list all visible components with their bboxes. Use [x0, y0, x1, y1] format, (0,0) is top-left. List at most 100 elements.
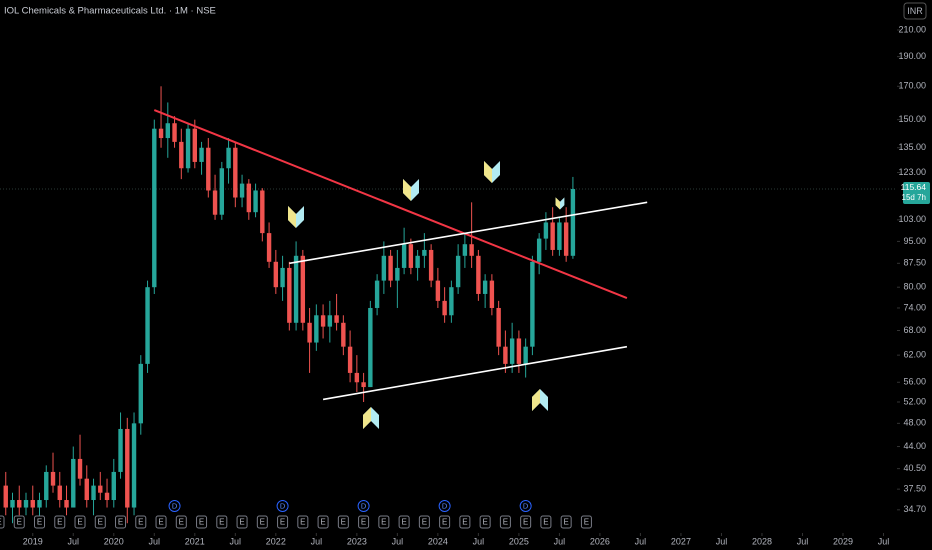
candle-body: [341, 322, 346, 347]
dividend-badge: [357, 500, 370, 512]
candle-body: [503, 346, 508, 364]
dividend-badge: [168, 500, 181, 512]
candle-body: [273, 261, 279, 288]
earnings-badge: [115, 515, 127, 529]
x-tick-label: Jul: [392, 536, 404, 546]
candle-body: [233, 147, 238, 198]
x-tick-label: 2027: [671, 536, 691, 546]
candle-body: [550, 222, 555, 250]
candle-body: [185, 128, 191, 169]
earnings-badge: [479, 515, 491, 529]
dividend-badge: [438, 500, 451, 512]
candle-body: [530, 261, 535, 347]
candle-body: [368, 307, 373, 388]
earnings-badge: [13, 515, 25, 529]
earnings-badge: [439, 515, 451, 529]
candle-body: [192, 128, 198, 162]
arrow-down: [288, 206, 304, 228]
signal-arrows: [288, 161, 565, 429]
currency[interactable]: INR: [907, 6, 923, 16]
candle-body: [415, 255, 420, 268]
candle-body: [44, 471, 49, 501]
earnings-badge: [216, 515, 228, 529]
candle-body: [516, 338, 522, 364]
candle-body: [476, 255, 481, 294]
y-tick-label: 123.00: [898, 167, 926, 177]
x-tick-label: Jul: [68, 536, 80, 546]
earnings-badge: [398, 515, 410, 529]
earnings-label: E: [138, 518, 143, 527]
dividend-badge: [276, 500, 289, 512]
x-tick-label: Jul: [230, 536, 242, 546]
x-tick-label: Jul: [797, 536, 809, 546]
y-tick-label: 210.00: [898, 24, 926, 34]
candle-body: [111, 471, 116, 501]
earnings-label: E: [57, 518, 62, 527]
chart-title: IOL Chemicals & Pharmaceuticals Ltd. · 1…: [4, 6, 216, 17]
candle-body: [37, 500, 42, 508]
earnings-badge: [74, 515, 86, 529]
x-tick-label: Jul: [635, 536, 647, 546]
candle-body: [401, 244, 407, 268]
candle-body: [280, 267, 285, 288]
earnings-label: E: [584, 518, 589, 527]
candle-body: [57, 485, 62, 501]
candle-body: [381, 255, 387, 281]
candle-body: [3, 485, 8, 508]
candle-body: [307, 322, 312, 343]
candle-body: [354, 372, 360, 383]
earnings-label: E: [462, 518, 467, 527]
y-tick-label: 34.70: [903, 504, 926, 514]
candle-body: [361, 382, 366, 388]
x-tick-label: Jul: [311, 536, 323, 546]
y-tick-label: 170.00: [898, 81, 926, 91]
currency-box[interactable]: [903, 2, 927, 20]
earnings-badge: [358, 515, 370, 529]
candle-body: [563, 222, 569, 256]
dividend-label: D: [280, 501, 286, 510]
earnings-label: E: [219, 518, 224, 527]
earnings-badge: [236, 515, 248, 529]
x-tick-label: Jul: [716, 536, 728, 546]
earnings-label: E: [239, 518, 244, 527]
candle-body: [509, 338, 515, 364]
candle-body: [320, 315, 326, 327]
earnings-label: E: [118, 518, 123, 527]
earnings-label: E: [0, 518, 2, 527]
candle-body: [77, 458, 83, 479]
candle-body: [422, 249, 427, 256]
x-tick-label: 2019: [23, 536, 43, 546]
y-tick-label: 74.00: [903, 302, 926, 312]
y-tick-label: 48.00: [903, 418, 926, 428]
price-tag-label: 115.64: [901, 182, 927, 192]
candle-body: [246, 183, 252, 213]
earnings-label: E: [98, 518, 103, 527]
x-tick-label: 2024: [428, 536, 448, 546]
y-tick-label: 37.50: [903, 484, 926, 494]
arrow-down: [403, 179, 419, 201]
x-tick-label: 2025: [509, 536, 529, 546]
candle-body: [50, 471, 56, 486]
earnings-badge: [135, 515, 147, 529]
candle-body: [131, 423, 137, 508]
candle-body: [179, 141, 184, 169]
dividend-label: D: [523, 501, 529, 510]
candle-body: [543, 222, 549, 239]
candle-body: [327, 315, 333, 327]
candle-body: [165, 123, 170, 139]
price-tag: [903, 181, 930, 204]
y-tick-label: 62.00: [903, 350, 926, 360]
candle-body: [287, 267, 292, 323]
earnings-label: E: [77, 518, 82, 527]
candle-body: [118, 428, 123, 472]
earnings-badge: [520, 515, 532, 529]
earnings-label: E: [422, 518, 427, 527]
x-tick-label: 2026: [590, 536, 610, 546]
candle-body: [570, 188, 576, 256]
candle-body: [408, 244, 414, 268]
arrow-down: [484, 161, 500, 183]
dividend-label: D: [361, 501, 367, 510]
candle-body: [347, 346, 353, 373]
